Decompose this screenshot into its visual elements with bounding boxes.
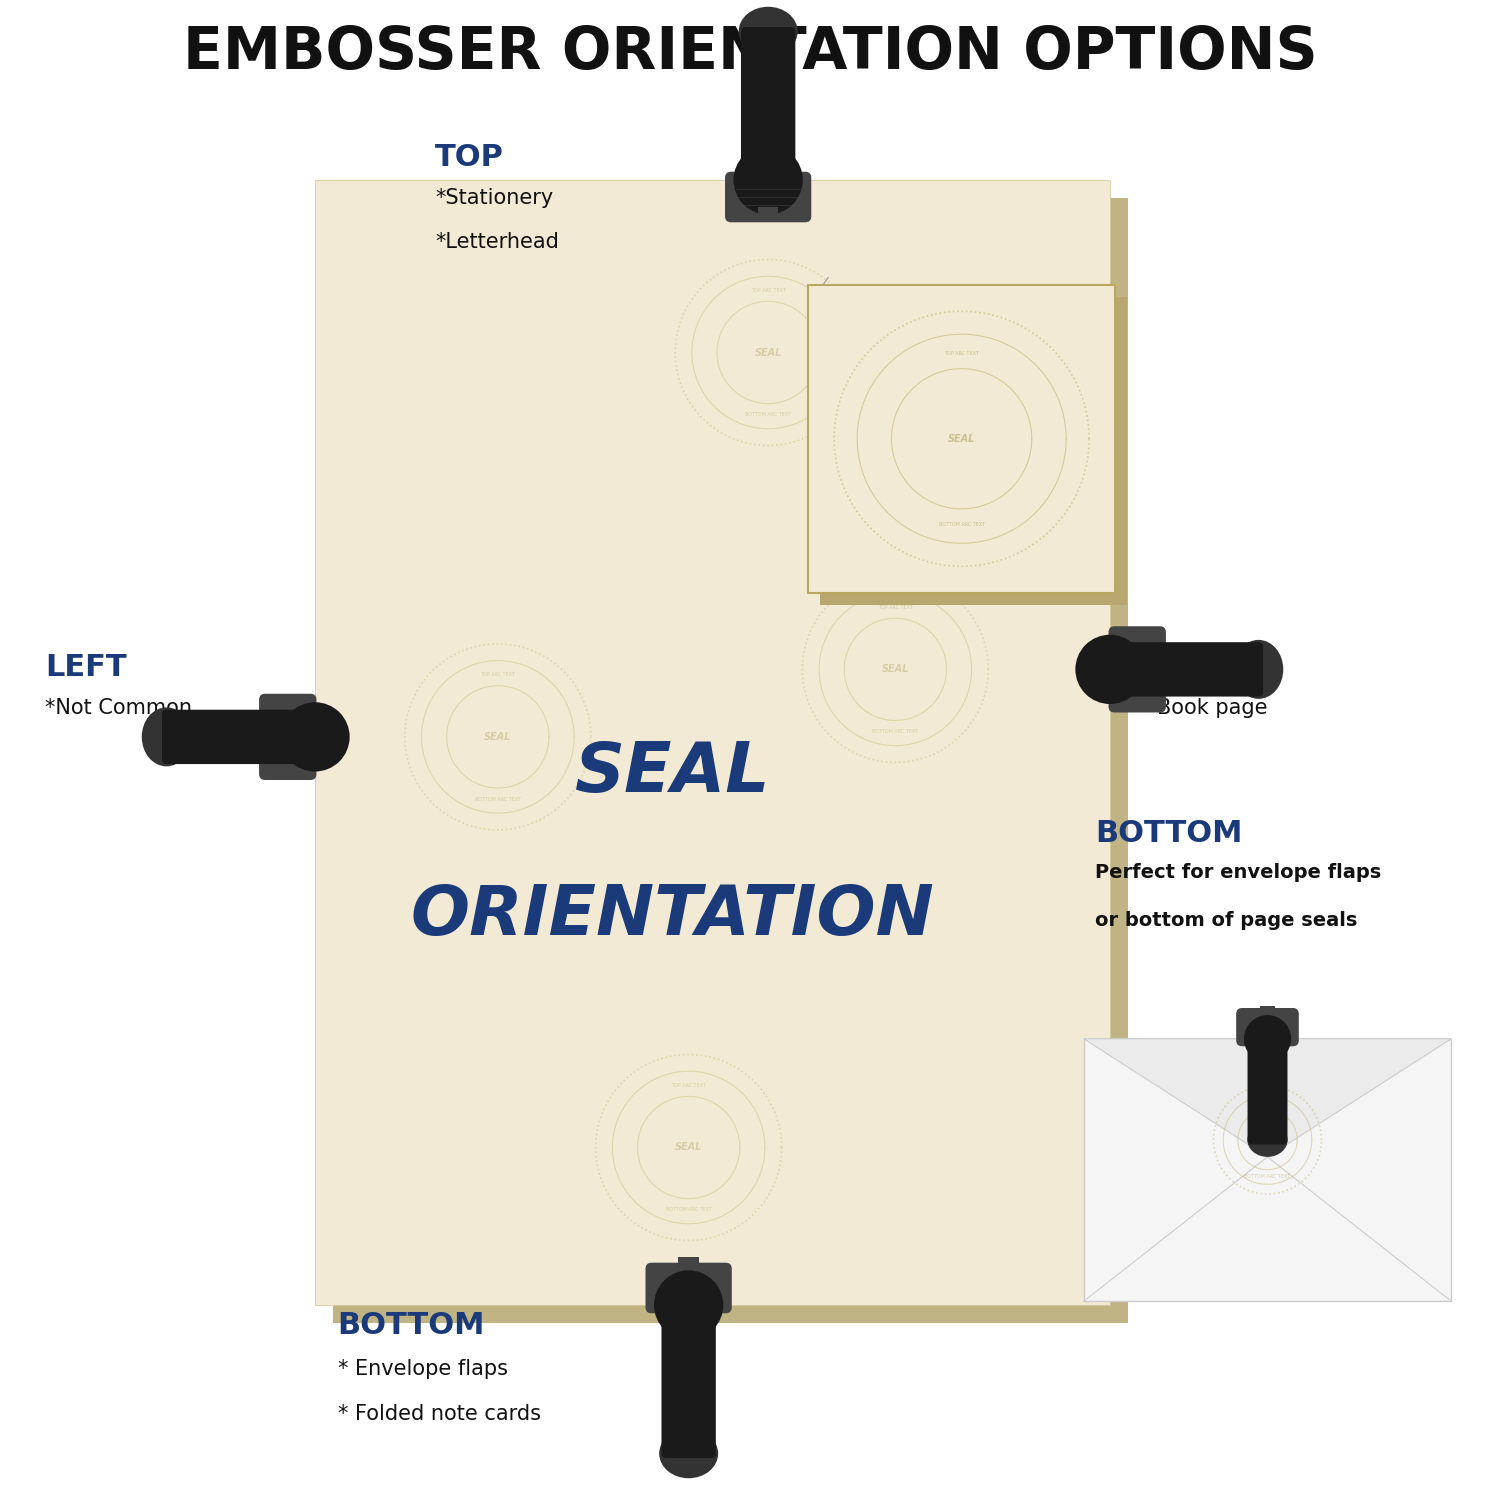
Text: BOTTOM ARC TEXT: BOTTOM ARC TEXT (939, 522, 984, 526)
FancyBboxPatch shape (1248, 1035, 1287, 1144)
Text: SEAL: SEAL (1254, 1136, 1281, 1144)
Ellipse shape (738, 8, 798, 56)
Polygon shape (333, 198, 1128, 1323)
Text: * Book page: * Book page (1140, 698, 1268, 717)
Text: * Envelope flaps: * Envelope flaps (338, 1359, 507, 1378)
Text: RIGHT: RIGHT (1140, 654, 1246, 682)
FancyBboxPatch shape (1108, 627, 1166, 712)
Text: *Letterhead: *Letterhead (435, 232, 560, 252)
Text: LEFT: LEFT (45, 654, 126, 682)
Text: BOTTOM: BOTTOM (338, 1311, 484, 1340)
Text: SEAL: SEAL (882, 664, 909, 675)
Ellipse shape (658, 1428, 718, 1479)
Text: TOP ARC TEXT: TOP ARC TEXT (670, 1083, 706, 1088)
Polygon shape (1083, 1038, 1450, 1156)
Text: TOP ARC TEXT: TOP ARC TEXT (944, 351, 980, 355)
Ellipse shape (141, 708, 192, 766)
Text: TOP: TOP (435, 144, 504, 172)
FancyBboxPatch shape (741, 27, 795, 184)
FancyBboxPatch shape (758, 207, 778, 218)
Circle shape (734, 146, 802, 214)
Circle shape (1076, 634, 1144, 704)
Text: * Folded note cards: * Folded note cards (338, 1404, 540, 1423)
Polygon shape (821, 297, 1128, 604)
Polygon shape (1083, 1038, 1450, 1300)
FancyBboxPatch shape (678, 1257, 699, 1266)
Text: Perfect for envelope flaps: Perfect for envelope flaps (1095, 862, 1382, 882)
Circle shape (280, 702, 350, 771)
FancyBboxPatch shape (645, 1263, 732, 1314)
Circle shape (654, 1270, 723, 1340)
Text: TOP ARC TEXT: TOP ARC TEXT (750, 288, 786, 292)
FancyBboxPatch shape (1260, 1005, 1275, 1013)
FancyBboxPatch shape (260, 693, 316, 780)
Circle shape (1244, 1016, 1292, 1062)
Ellipse shape (1248, 1124, 1287, 1156)
FancyBboxPatch shape (1106, 642, 1263, 696)
Ellipse shape (1233, 640, 1282, 699)
Text: *Not Common: *Not Common (45, 698, 192, 717)
Text: BOTTOM ARC TEXT: BOTTOM ARC TEXT (1245, 1173, 1290, 1179)
Polygon shape (808, 285, 1116, 592)
Text: TOP ARC TEXT: TOP ARC TEXT (1250, 1101, 1286, 1107)
Text: SEAL: SEAL (574, 740, 771, 806)
Text: or bottom of page seals: or bottom of page seals (1095, 910, 1358, 930)
Text: SEAL: SEAL (675, 1143, 702, 1152)
Text: *Stationery: *Stationery (435, 188, 554, 207)
FancyBboxPatch shape (1236, 1008, 1299, 1047)
Text: SEAL: SEAL (948, 433, 975, 444)
Text: BOTTOM: BOTTOM (1095, 819, 1242, 848)
Text: BOTTOM ARC TEXT: BOTTOM ARC TEXT (476, 796, 520, 801)
FancyBboxPatch shape (662, 1300, 716, 1458)
Text: TOP ARC TEXT: TOP ARC TEXT (480, 672, 516, 676)
Text: ORIENTATION: ORIENTATION (411, 882, 934, 948)
Polygon shape (315, 180, 1110, 1305)
FancyBboxPatch shape (724, 171, 812, 222)
Text: BOTTOM ARC TEXT: BOTTOM ARC TEXT (666, 1208, 711, 1212)
Text: BOTTOM ARC TEXT: BOTTOM ARC TEXT (873, 729, 918, 734)
Text: SEAL: SEAL (484, 732, 512, 742)
Text: BOTTOM ARC TEXT: BOTTOM ARC TEXT (746, 413, 790, 417)
Text: EMBOSSER ORIENTATION OPTIONS: EMBOSSER ORIENTATION OPTIONS (183, 24, 1317, 81)
Text: TOP ARC TEXT: TOP ARC TEXT (878, 604, 914, 609)
FancyBboxPatch shape (162, 710, 320, 764)
Text: SEAL: SEAL (754, 348, 782, 357)
